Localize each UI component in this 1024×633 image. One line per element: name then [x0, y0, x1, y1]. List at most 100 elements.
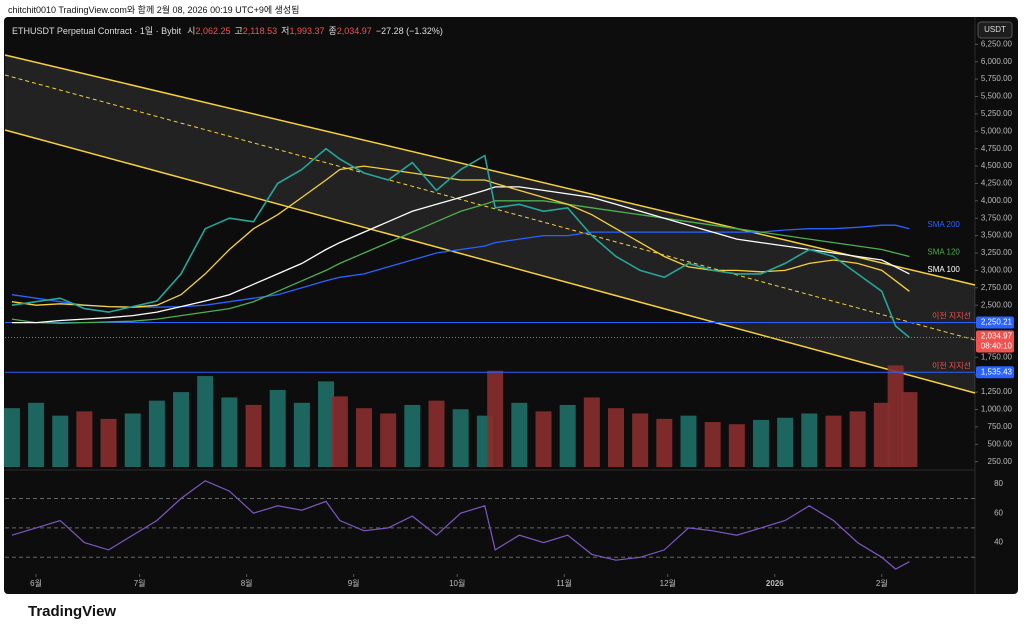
y-tick-label: 1,250.00 — [981, 387, 1013, 396]
volume-bar — [656, 418, 673, 467]
countdown: 08:40:10 — [981, 342, 1013, 351]
quote-item: 2,034.97 — [336, 26, 372, 36]
y-tick-label: 750.00 — [988, 422, 1013, 431]
volume-bar — [100, 418, 117, 467]
volume-bar — [752, 419, 769, 467]
currency: USDT — [984, 25, 1006, 34]
y-tick-label: 5,000.00 — [981, 126, 1013, 135]
y-tick-label: 5,250.00 — [981, 109, 1013, 118]
sma-line — [11, 224, 910, 308]
y-tick-label: 4,500.00 — [981, 161, 1013, 170]
last-price-label: 2,034.97 — [981, 332, 1013, 341]
volume-bar — [356, 408, 373, 467]
volume-bar — [197, 376, 214, 467]
y-tick-label: 2,500.00 — [981, 300, 1013, 309]
x-tick-label: 10월 — [449, 578, 465, 588]
quote-item: 종 — [328, 26, 337, 36]
level-tag — [976, 366, 1014, 379]
rsi-tick-label: 40 — [994, 538, 1003, 547]
volume-bar — [269, 389, 286, 467]
volume-bar — [887, 365, 904, 467]
y-tick-label: 5,500.00 — [981, 92, 1013, 101]
y-tick-label: 1,750.00 — [981, 352, 1013, 361]
y-tick-label: 250.00 — [988, 457, 1013, 466]
rsi-tick-label: 80 — [994, 479, 1003, 488]
sma-line — [11, 186, 910, 324]
y-tick-label: 1,000.00 — [981, 405, 1013, 414]
y-tick-label: 6,000.00 — [981, 57, 1013, 66]
volume-bar — [728, 424, 745, 467]
y-tick-label: 4,750.00 — [981, 144, 1013, 153]
quote-item: −27.28 (−1.32%) — [375, 26, 443, 36]
header: chitchit0010 TradingView.com와 함께 2월 08, … — [8, 5, 300, 15]
level-label: 1,535.43 — [981, 367, 1013, 376]
level-tag — [976, 316, 1014, 329]
level-label: 2,250.21 — [981, 318, 1013, 327]
volume-bar — [452, 409, 469, 467]
volume-bar — [318, 381, 335, 467]
volume-bar — [428, 400, 445, 467]
volume-bar — [535, 411, 552, 467]
channel-upper — [4, 54, 976, 286]
volume-bar — [704, 422, 721, 467]
level-name: 이전 지지선 — [932, 311, 971, 321]
quote-item: 1,993.37 — [289, 26, 325, 36]
quote-item: 저 — [281, 26, 290, 36]
volume-bar — [777, 417, 794, 467]
sma-line — [11, 200, 910, 324]
volume-bar — [511, 402, 528, 467]
volume-bar — [404, 404, 421, 467]
volume-bar — [825, 415, 842, 467]
x-tick-label: 7월 — [134, 578, 146, 588]
volume-bar — [380, 413, 397, 467]
y-tick-label: 5,750.00 — [981, 74, 1013, 83]
level-name: 이전 지지선 — [932, 360, 971, 370]
y-tick-label: 3,500.00 — [981, 231, 1013, 240]
x-tick-label: 11월 — [556, 578, 572, 588]
volume-bar — [901, 392, 918, 467]
volume-bar — [245, 404, 262, 467]
x-tick-label: 12월 — [660, 578, 676, 588]
volume-bar — [173, 392, 190, 467]
volume-bar — [559, 404, 576, 467]
volume-bar — [3, 408, 20, 467]
currency-box — [977, 21, 1013, 39]
volume-bar — [849, 411, 866, 467]
x-tick-label: 2026 — [766, 579, 784, 588]
quote-item: 시 — [187, 26, 196, 36]
rsi-line — [11, 480, 910, 570]
y-tick-label: 3,000.00 — [981, 265, 1013, 274]
x-tick-label: 9월 — [348, 578, 360, 588]
volume-bar — [801, 413, 818, 467]
volume-bar — [76, 411, 93, 467]
y-tick-label: 3,750.00 — [981, 213, 1013, 222]
series-label: SMA 100 — [927, 265, 960, 274]
volume-bar — [148, 400, 165, 467]
volume-bar — [331, 396, 348, 467]
x-tick-label: 6월 — [30, 578, 42, 588]
sma-line — [11, 165, 910, 308]
volume-bar — [28, 402, 45, 467]
chart-title: ETHUSDT Perpetual Contract · 1일 · Bybit — [12, 26, 182, 36]
volume-bar — [221, 397, 238, 467]
brand: TradingView — [28, 603, 117, 620]
channel-lower — [4, 129, 976, 394]
volume-bar — [632, 413, 649, 467]
price-line — [11, 147, 910, 339]
quote-item: 2,062.25 — [195, 26, 231, 36]
volume-bar — [680, 415, 697, 467]
y-tick-label: 3,250.00 — [981, 248, 1013, 257]
series-label: SMA 200 — [927, 220, 960, 229]
volume-bar — [52, 415, 69, 467]
y-tick-label: 2,750.00 — [981, 283, 1013, 292]
title-bar: ETHUSDT Perpetual Contract · 1일 · Bybit 시… — [12, 24, 443, 37]
volume-bar — [293, 402, 310, 467]
y-tick-label: 6,250.00 — [981, 39, 1013, 48]
x-tick-label: 2월 — [876, 578, 888, 588]
y-tick-label: 500.00 — [988, 439, 1013, 448]
quote-item: 고 — [234, 26, 243, 36]
last-price-tag — [976, 330, 1014, 353]
y-tick-label: 4,250.00 — [981, 179, 1013, 188]
